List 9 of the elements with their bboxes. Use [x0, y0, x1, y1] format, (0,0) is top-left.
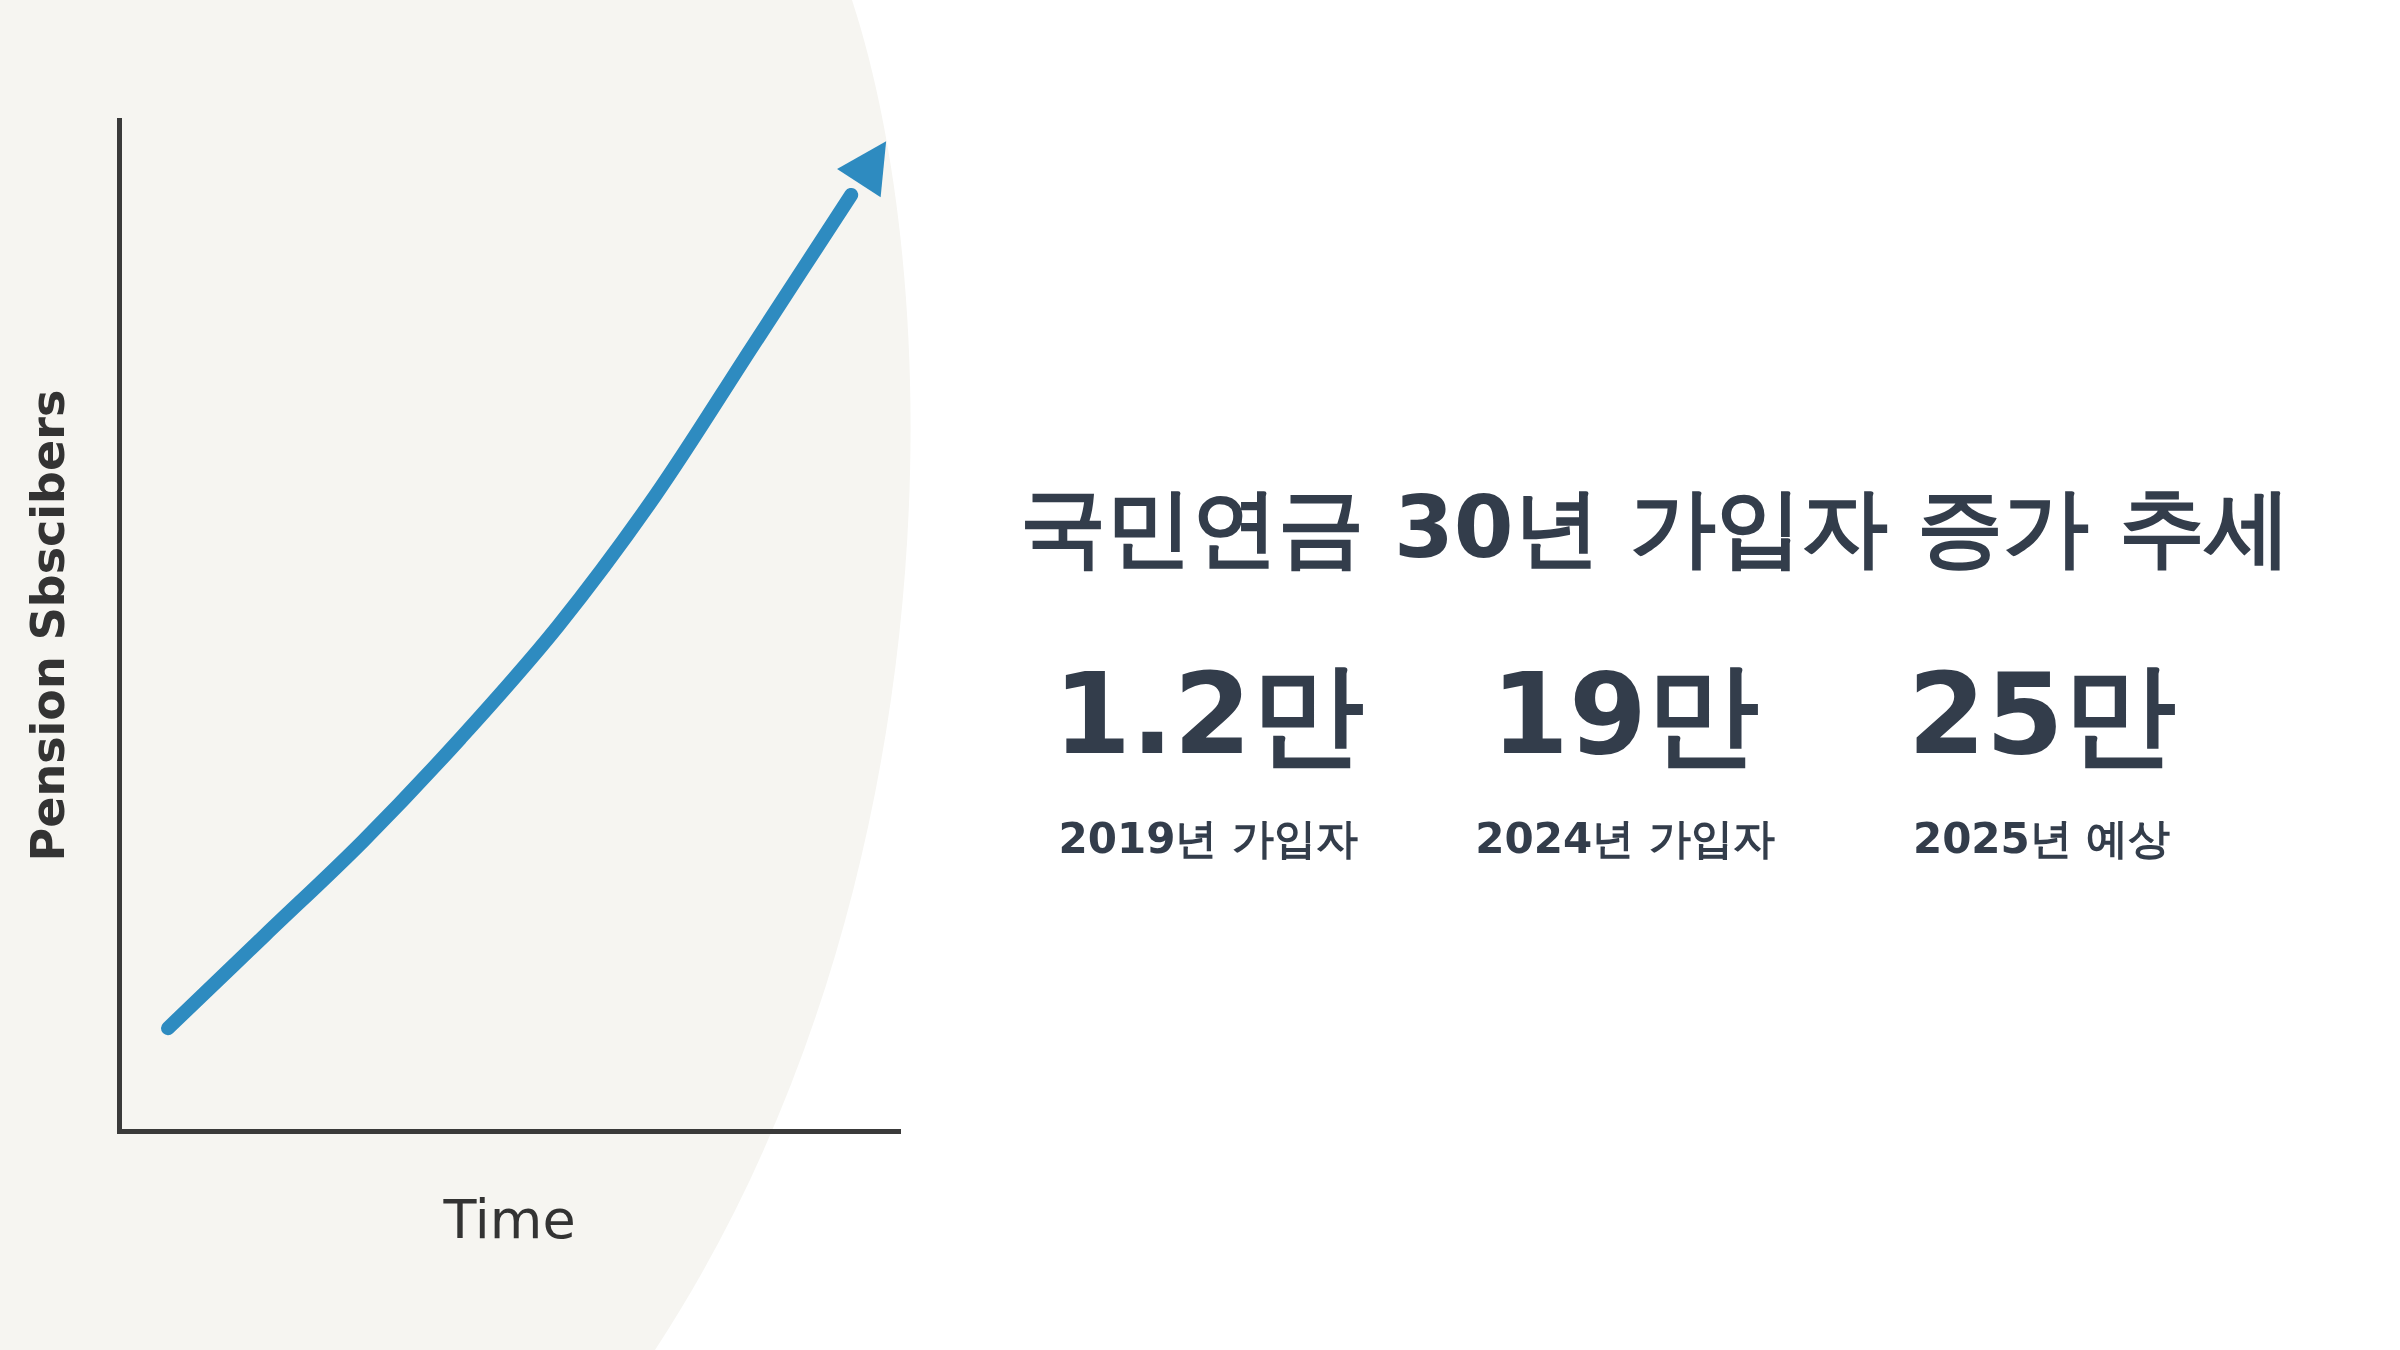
text: 2019년 가입자	[1057, 813, 1360, 866]
text: 2025년 예상	[1911, 813, 2172, 866]
y-axis-title: Pension Sbscibers	[20, 389, 75, 862]
text: 19만	[1490, 648, 1760, 781]
text: 25만	[1906, 648, 2177, 781]
text: 1.2만	[1052, 648, 1365, 781]
x-axis-title: Time	[442, 1187, 576, 1251]
text: 국민연금 30년 가입자 증가 추세	[1020, 476, 2292, 579]
text: 2024년 가입자	[1474, 813, 1776, 866]
